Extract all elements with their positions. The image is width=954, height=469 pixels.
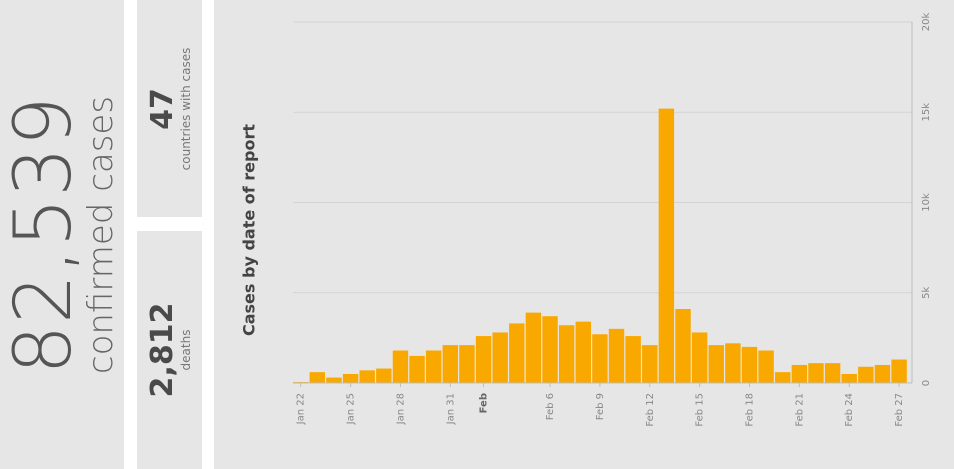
confirmed-cases-stat: 82,539 confirmed cases [0,95,121,374]
x-tick-label: Feb 12 [645,393,656,427]
bar-feb-20[interactable] [775,372,791,383]
x-tick-label: Feb [479,393,490,413]
y-tick-label: 15k [921,103,932,122]
x-tick-label: Feb 27 [894,393,905,427]
bar-jan-31[interactable] [442,345,459,383]
countries-panel: 47 countries with cases [137,0,202,217]
deaths-count: 2,812 [144,302,180,398]
confirmed-cases-count: 82,539 [0,95,89,374]
bar-feb-13[interactable] [658,108,675,383]
x-tick-label: Jan 25 [346,393,357,425]
confirmed-cases-panel: 82,539 confirmed cases [0,0,124,469]
bar-feb-6[interactable] [542,316,558,383]
bar-feb-26[interactable] [874,364,891,383]
x-tick-label: Feb 6 [545,393,556,420]
x-tick-label: Feb 21 [794,393,805,427]
bar-feb-3[interactable] [492,332,508,383]
bar-feb-17[interactable] [725,343,741,383]
bar-feb-12[interactable] [642,345,658,383]
bar-feb-21[interactable] [791,364,808,383]
bar-feb-8[interactable] [575,321,591,383]
bar-feb-5[interactable] [525,312,542,383]
bar-feb-25[interactable] [858,366,874,383]
countries-stat: 47 countries with cases [144,47,193,170]
y-tick-label: 0 [921,380,932,386]
deaths-stat: 2,812 deaths [144,302,193,398]
bar-feb-14[interactable] [675,308,691,383]
x-tick-label: Feb 18 [744,393,755,427]
countries-label: countries with cases [178,47,193,170]
bar-feb-9[interactable] [592,334,608,383]
bar-jan-30[interactable] [425,350,442,383]
bar-jan-25[interactable] [342,373,359,383]
bar-feb-15[interactable] [691,332,708,383]
deaths-panel: 2,812 deaths [137,231,202,469]
bar-feb-19[interactable] [758,350,774,383]
x-tick-label: Feb 24 [844,393,855,427]
bar-feb-22[interactable] [808,363,824,383]
y-tick-label: 10k [921,193,932,212]
x-tick-label: Feb 9 [595,393,606,420]
bar-feb-18[interactable] [741,346,758,383]
x-tick-label: Feb 15 [695,393,706,427]
bar-feb-16[interactable] [708,345,724,383]
y-tick-label: 20k [921,13,932,32]
deaths-label: deaths [178,329,193,371]
x-tick-label: Jan 22 [296,393,307,425]
confirmed-cases-label: confirmed cases [81,95,121,374]
bar-feb-24[interactable] [841,373,857,383]
bar-jan-29[interactable] [409,355,425,383]
cases-bar-chart: 0 5k 10k 15k 20k Jan 22 Jan 25 Jan 28 Jan 31 Feb F… [293,13,932,427]
countries-count: 47 [144,87,180,130]
bar-jan-27[interactable] [376,368,392,383]
bar-jan-23[interactable] [309,372,326,383]
bar-feb-27[interactable] [891,359,907,383]
bar-jan-24[interactable] [326,377,342,383]
bar-jan-26[interactable] [359,370,375,383]
y-tick-label: 5k [921,286,932,298]
bar-feb-1[interactable] [459,345,475,383]
x-tick-label: Jan 28 [395,393,406,425]
chart-panel: Cases by date of report 0 5k 10k 15k 20k Jan … [214,0,954,469]
bar-feb-2[interactable] [475,336,492,383]
bar-jan-28[interactable] [392,350,409,383]
bar-feb-4[interactable] [509,323,525,383]
bar-feb-10[interactable] [608,328,625,383]
bar-feb-11[interactable] [625,336,641,383]
x-tick-label: Jan 31 [445,393,456,425]
bar-feb-7[interactable] [558,325,575,383]
bar-feb-23[interactable] [824,363,841,383]
